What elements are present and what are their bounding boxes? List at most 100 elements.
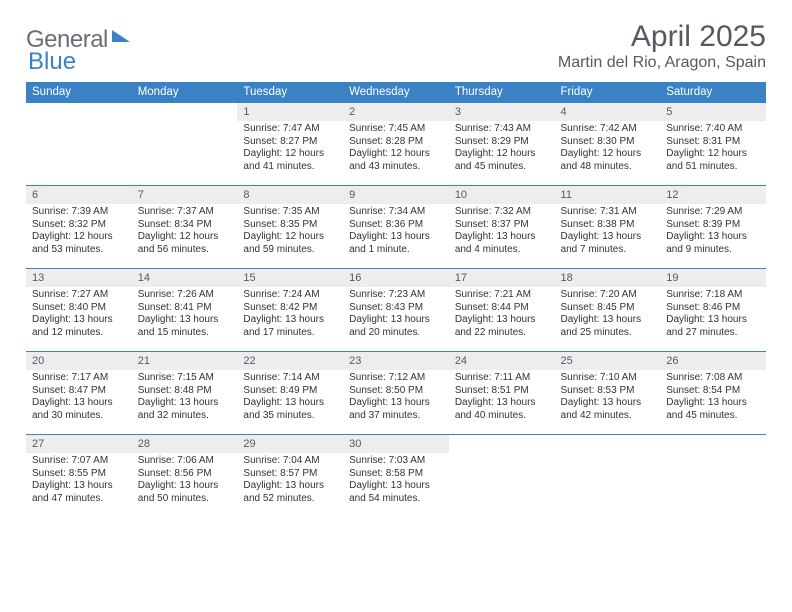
day-number-cell: 15 bbox=[237, 269, 343, 288]
day-detail-line: Sunset: 8:38 PM bbox=[561, 219, 655, 232]
day-detail-cell: Sunrise: 7:34 AMSunset: 8:36 PMDaylight:… bbox=[343, 204, 449, 269]
day-detail-line: Sunrise: 7:42 AM bbox=[561, 123, 655, 136]
day-detail-line: Sunrise: 7:06 AM bbox=[138, 455, 232, 468]
day-detail-cell: Sunrise: 7:45 AMSunset: 8:28 PMDaylight:… bbox=[343, 121, 449, 186]
day-number-cell: 10 bbox=[449, 186, 555, 205]
day-detail-line: Daylight: 13 hours and 4 minutes. bbox=[455, 231, 549, 256]
day-number: 21 bbox=[132, 352, 238, 370]
day-number: 27 bbox=[26, 435, 132, 453]
day-detail-cell: Sunrise: 7:10 AMSunset: 8:53 PMDaylight:… bbox=[555, 370, 661, 435]
day-number-cell: 24 bbox=[449, 352, 555, 371]
day-number-cell: 27 bbox=[26, 435, 132, 454]
day-number: 5 bbox=[660, 103, 766, 121]
day-detail-line: Daylight: 13 hours and 1 minute. bbox=[349, 231, 443, 256]
day-detail-line: Sunset: 8:48 PM bbox=[138, 385, 232, 398]
calendar-page: General April 2025 Martin del Rio, Arago… bbox=[0, 0, 792, 527]
weekday-header: Tuesday bbox=[237, 82, 343, 103]
day-detail-line: Daylight: 12 hours and 41 minutes. bbox=[243, 148, 337, 173]
day-number: 12 bbox=[660, 186, 766, 204]
title-block: April 2025 Martin del Rio, Aragon, Spain bbox=[558, 20, 766, 72]
day-detail-line: Sunset: 8:50 PM bbox=[349, 385, 443, 398]
day-detail-line: Sunset: 8:39 PM bbox=[666, 219, 760, 232]
day-detail-line: Daylight: 13 hours and 27 minutes. bbox=[666, 314, 760, 339]
day-detail-line: Sunset: 8:40 PM bbox=[32, 302, 126, 315]
day-detail-cell bbox=[660, 453, 766, 517]
day-detail-line: Sunrise: 7:18 AM bbox=[666, 289, 760, 302]
day-detail-cell: Sunrise: 7:32 AMSunset: 8:37 PMDaylight:… bbox=[449, 204, 555, 269]
day-number-cell: 4 bbox=[555, 103, 661, 122]
day-detail-line: Sunset: 8:51 PM bbox=[455, 385, 549, 398]
logo-text-2: Blue bbox=[28, 48, 76, 76]
day-detail-line: Daylight: 13 hours and 7 minutes. bbox=[561, 231, 655, 256]
header: General April 2025 Martin del Rio, Arago… bbox=[26, 20, 766, 72]
day-detail-line: Daylight: 13 hours and 52 minutes. bbox=[243, 480, 337, 505]
day-number-cell: 20 bbox=[26, 352, 132, 371]
detail-row: Sunrise: 7:47 AMSunset: 8:27 PMDaylight:… bbox=[26, 121, 766, 186]
day-number: 20 bbox=[26, 352, 132, 370]
day-detail-line: Sunrise: 7:27 AM bbox=[32, 289, 126, 302]
day-detail-line: Sunrise: 7:29 AM bbox=[666, 206, 760, 219]
day-number: 18 bbox=[555, 269, 661, 287]
detail-row: Sunrise: 7:39 AMSunset: 8:32 PMDaylight:… bbox=[26, 204, 766, 269]
day-number-cell: 21 bbox=[132, 352, 238, 371]
day-detail-cell: Sunrise: 7:26 AMSunset: 8:41 PMDaylight:… bbox=[132, 287, 238, 352]
day-number-cell: 2 bbox=[343, 103, 449, 122]
day-number: 24 bbox=[449, 352, 555, 370]
day-number-cell: 22 bbox=[237, 352, 343, 371]
day-detail-line: Daylight: 13 hours and 30 minutes. bbox=[32, 397, 126, 422]
day-detail-line: Sunset: 8:34 PM bbox=[138, 219, 232, 232]
day-detail-cell: Sunrise: 7:42 AMSunset: 8:30 PMDaylight:… bbox=[555, 121, 661, 186]
day-detail-line: Sunrise: 7:26 AM bbox=[138, 289, 232, 302]
day-detail-line: Sunrise: 7:37 AM bbox=[138, 206, 232, 219]
day-detail-cell: Sunrise: 7:20 AMSunset: 8:45 PMDaylight:… bbox=[555, 287, 661, 352]
day-number-cell: 6 bbox=[26, 186, 132, 205]
day-detail-line: Sunset: 8:47 PM bbox=[32, 385, 126, 398]
day-number: 13 bbox=[26, 269, 132, 287]
day-detail-line: Daylight: 13 hours and 20 minutes. bbox=[349, 314, 443, 339]
day-detail-line: Sunrise: 7:47 AM bbox=[243, 123, 337, 136]
day-number: 3 bbox=[449, 103, 555, 121]
weekday-header: Monday bbox=[132, 82, 238, 103]
day-detail-line: Sunrise: 7:03 AM bbox=[349, 455, 443, 468]
day-detail-line: Sunset: 8:49 PM bbox=[243, 385, 337, 398]
logo-triangle-icon bbox=[112, 30, 130, 42]
day-detail-line: Sunset: 8:45 PM bbox=[561, 302, 655, 315]
weekday-header: Wednesday bbox=[343, 82, 449, 103]
day-detail-line: Daylight: 13 hours and 42 minutes. bbox=[561, 397, 655, 422]
day-detail-line: Sunset: 8:37 PM bbox=[455, 219, 549, 232]
day-detail-cell: Sunrise: 7:35 AMSunset: 8:35 PMDaylight:… bbox=[237, 204, 343, 269]
location-subtitle: Martin del Rio, Aragon, Spain bbox=[558, 54, 766, 72]
day-detail-line: Daylight: 13 hours and 15 minutes. bbox=[138, 314, 232, 339]
day-detail-line: Sunset: 8:46 PM bbox=[666, 302, 760, 315]
day-number-cell bbox=[132, 103, 238, 122]
day-number: 6 bbox=[26, 186, 132, 204]
day-detail-cell: Sunrise: 7:04 AMSunset: 8:57 PMDaylight:… bbox=[237, 453, 343, 517]
day-detail-cell: Sunrise: 7:47 AMSunset: 8:27 PMDaylight:… bbox=[237, 121, 343, 186]
day-detail-line: Daylight: 12 hours and 56 minutes. bbox=[138, 231, 232, 256]
day-number-cell: 28 bbox=[132, 435, 238, 454]
day-detail-line: Sunset: 8:41 PM bbox=[138, 302, 232, 315]
day-number: 29 bbox=[237, 435, 343, 453]
day-detail-cell: Sunrise: 7:17 AMSunset: 8:47 PMDaylight:… bbox=[26, 370, 132, 435]
day-detail-line: Sunrise: 7:17 AM bbox=[32, 372, 126, 385]
day-detail-line: Sunrise: 7:34 AM bbox=[349, 206, 443, 219]
day-detail-cell bbox=[132, 121, 238, 186]
day-number: 14 bbox=[132, 269, 238, 287]
day-number-cell: 18 bbox=[555, 269, 661, 288]
day-detail-line: Sunset: 8:55 PM bbox=[32, 468, 126, 481]
day-detail-cell bbox=[26, 121, 132, 186]
day-number: 2 bbox=[343, 103, 449, 121]
day-detail-line: Daylight: 12 hours and 59 minutes. bbox=[243, 231, 337, 256]
day-detail-cell: Sunrise: 7:08 AMSunset: 8:54 PMDaylight:… bbox=[660, 370, 766, 435]
day-detail-line: Sunrise: 7:04 AM bbox=[243, 455, 337, 468]
day-detail-line: Sunrise: 7:31 AM bbox=[561, 206, 655, 219]
day-detail-line: Daylight: 12 hours and 43 minutes. bbox=[349, 148, 443, 173]
day-number-cell: 26 bbox=[660, 352, 766, 371]
weekday-header: Thursday bbox=[449, 82, 555, 103]
day-detail-line: Sunrise: 7:10 AM bbox=[561, 372, 655, 385]
day-detail-cell: Sunrise: 7:12 AMSunset: 8:50 PMDaylight:… bbox=[343, 370, 449, 435]
day-detail-line: Daylight: 13 hours and 22 minutes. bbox=[455, 314, 549, 339]
month-title: April 2025 bbox=[558, 20, 766, 54]
day-detail-line: Sunset: 8:27 PM bbox=[243, 136, 337, 149]
day-detail-cell: Sunrise: 7:40 AMSunset: 8:31 PMDaylight:… bbox=[660, 121, 766, 186]
